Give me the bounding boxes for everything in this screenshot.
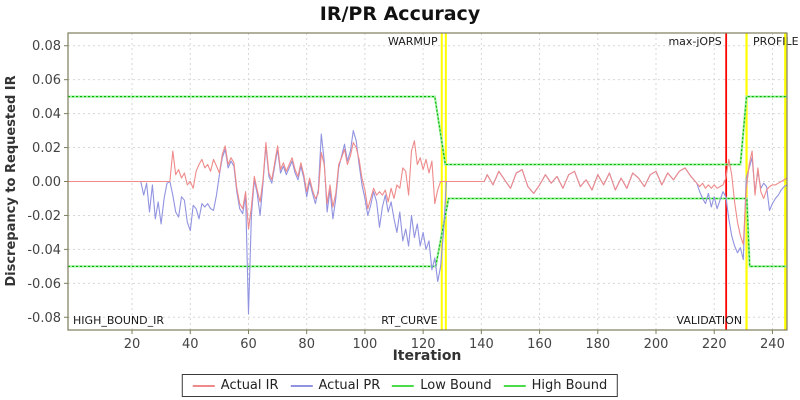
x-tick-label: 220 xyxy=(702,337,727,352)
series-low-bound-dots xyxy=(68,197,787,267)
series-actual-ir xyxy=(68,140,788,245)
legend-label-low-bound: Low Bound xyxy=(420,378,492,393)
actual-pr-line-swatch-icon xyxy=(290,384,313,387)
y-tick-label: 0.06 xyxy=(32,73,61,88)
annotation-rt-curve: RT_CURVE xyxy=(381,314,437,327)
actual-ir-line-swatch-icon xyxy=(192,384,215,387)
x-tick-label: 120 xyxy=(411,337,436,352)
x-tick-label: 60 xyxy=(240,337,257,352)
x-tick-label: 20 xyxy=(124,337,141,352)
x-tick-label: 80 xyxy=(298,337,315,352)
series-actual-pr xyxy=(140,130,788,315)
plot-area: 20 40 60 80 100 120 140 160 180 200 220 240 0.08 0.06… xyxy=(27,32,799,352)
x-tick-label: 140 xyxy=(469,337,494,352)
chart-title: IR/PR Accuracy xyxy=(320,3,481,25)
legend-item-low-bound: Low Bound xyxy=(392,378,492,393)
legend-item-high-bound: High Bound xyxy=(503,378,608,393)
x-tick-label: 160 xyxy=(527,337,552,352)
legend: Actual IR Actual PR Low Bound High Bound xyxy=(181,374,619,397)
x-tick-label: 180 xyxy=(585,337,610,352)
y-tick-label: 0.02 xyxy=(32,141,61,156)
low-bound-line-swatch-icon xyxy=(392,384,415,387)
y-axis-label: Discrepancy to Requested IR xyxy=(4,75,19,286)
x-tick-label: 240 xyxy=(760,337,785,352)
annotation-warmup: WARMUP xyxy=(388,35,438,48)
plot-svg: IR/PR Accuracy Discrepancy to Requested … xyxy=(4,3,799,364)
series-high-bound xyxy=(68,95,787,166)
x-tick-label: 40 xyxy=(182,337,199,352)
x-axis-label: Iteration xyxy=(393,348,462,364)
annotation-high-bound-ir: HIGH_BOUND_IR xyxy=(73,314,164,327)
legend-label-actual-pr: Actual PR xyxy=(318,378,381,393)
y-tick-label: -0.04 xyxy=(27,243,61,258)
plot-border xyxy=(67,32,788,331)
y-tick-label: 0.00 xyxy=(32,175,61,190)
annotation-validation: VALIDATION xyxy=(677,314,743,327)
y-tick-label: 0.08 xyxy=(32,39,61,54)
y-tick-label: -0.06 xyxy=(27,277,61,292)
y-tick-label: -0.02 xyxy=(27,209,61,224)
high-bound-line-swatch-icon xyxy=(503,384,526,387)
legend-label-high-bound: High Bound xyxy=(531,378,608,393)
legend-label-actual-ir: Actual IR xyxy=(220,378,279,393)
series-low-bound xyxy=(68,197,787,268)
annotation-profile: PROFILE xyxy=(753,35,799,48)
x-tick-label: 200 xyxy=(644,337,669,352)
x-tick-label: 100 xyxy=(353,337,378,352)
y-tick-label: -0.08 xyxy=(27,311,61,326)
legend-item-actual-pr: Actual PR xyxy=(290,378,381,393)
legend-item-actual-ir: Actual IR xyxy=(192,378,279,393)
annotation-max-jops: max-jOPS xyxy=(668,35,721,48)
y-tick-label: 0.04 xyxy=(32,107,61,122)
series-high-bound-dots xyxy=(68,96,787,166)
